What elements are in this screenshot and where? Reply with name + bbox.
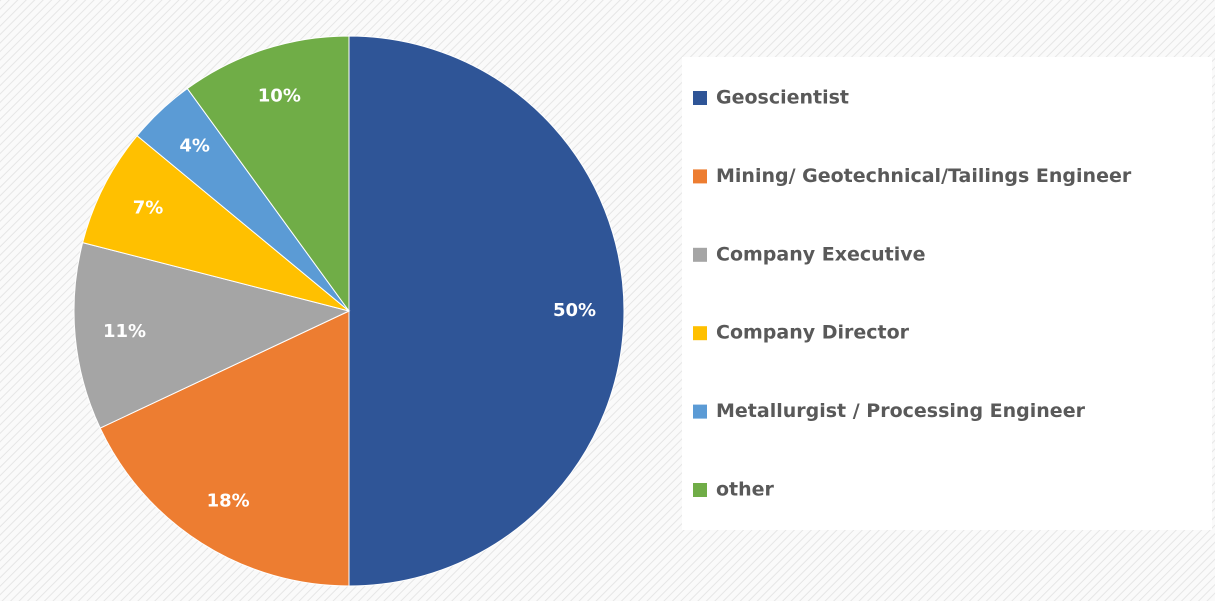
legend-swatch — [693, 404, 707, 419]
data-label: 50% — [553, 300, 596, 321]
pie-slice — [73, 242, 351, 429]
legend-label: Mining/ Geotechnical/Tailings Engineer — [716, 165, 1132, 187]
legend-label: Geoscientist — [716, 87, 849, 109]
pie-slice — [186, 35, 350, 313]
data-label: 18% — [207, 490, 250, 511]
legend-box — [682, 57, 1212, 530]
legend-swatch — [693, 326, 707, 341]
pie-slice — [348, 35, 625, 587]
legend-swatch — [693, 483, 707, 497]
legend-label: other — [716, 479, 775, 501]
data-label: 7% — [133, 198, 164, 219]
pie-slice — [99, 310, 350, 587]
legend-swatch — [693, 247, 707, 262]
data-label: 4% — [179, 136, 210, 157]
legend-swatch — [693, 169, 707, 184]
legend-label: Metallurgist / Processing Engineer — [716, 400, 1086, 422]
pie-slice — [82, 135, 350, 312]
legend-label: Company Director — [716, 322, 910, 344]
legend-label: Company Executive — [716, 243, 926, 265]
data-label: 10% — [258, 86, 301, 107]
data-label: 11% — [103, 321, 146, 342]
legend-swatch — [693, 91, 707, 105]
